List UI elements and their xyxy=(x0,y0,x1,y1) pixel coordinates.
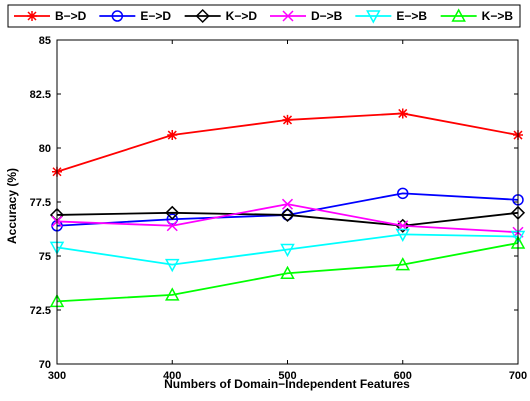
data-point xyxy=(282,114,293,125)
y-tick-label: 80 xyxy=(39,143,51,155)
legend-marker xyxy=(27,11,37,21)
axes: 300 400 500 600 700 70 72.5 75 77.5 80 82.5 85 xyxy=(30,35,528,382)
data-point xyxy=(395,228,411,242)
legend-label: K−>B xyxy=(482,9,514,23)
data-point xyxy=(281,198,294,210)
legend: B−>D E−>D K−>D D−>B E−>B K−>B xyxy=(7,4,521,28)
y-axis-label: Accuracy (%) xyxy=(5,168,19,244)
legend-marker xyxy=(111,10,124,22)
legend-box xyxy=(7,4,521,28)
legend-item: K−>D xyxy=(184,8,258,24)
data-point xyxy=(397,187,409,200)
legend-marker xyxy=(282,10,294,22)
legend-label: D−>B xyxy=(311,9,343,23)
data-point xyxy=(280,243,295,258)
legend-item: E−>D xyxy=(99,9,171,23)
series-line xyxy=(56,233,519,266)
data-point xyxy=(395,218,410,233)
x-tick-label: 400 xyxy=(163,370,181,382)
legend-marker xyxy=(451,8,466,22)
legend-label: E−>B xyxy=(396,9,427,23)
series-line xyxy=(56,211,519,227)
data-point xyxy=(164,287,180,301)
y-tick-label: 75 xyxy=(39,251,51,263)
legend-item: K−>B xyxy=(440,8,514,23)
data-point xyxy=(397,108,408,119)
y-tick-label: 72.5 xyxy=(30,305,51,317)
legend-item: D−>B xyxy=(270,9,343,23)
x-tick-label: 600 xyxy=(394,370,412,382)
legend-marker xyxy=(366,10,381,24)
data-point xyxy=(395,257,411,271)
y-tick-label: 77.5 xyxy=(30,197,51,209)
x-tick-label: 700 xyxy=(509,370,527,382)
series-5 xyxy=(49,235,526,308)
y-tick-label: 70 xyxy=(39,359,51,371)
legend-item: E−>B xyxy=(355,9,427,24)
y-tick-label: 82.5 xyxy=(30,89,51,101)
legend-label: K−>D xyxy=(226,9,258,23)
legend-label: B−>D xyxy=(55,9,87,23)
data-point xyxy=(166,220,178,232)
data-point xyxy=(164,258,180,273)
data-point xyxy=(280,207,295,223)
legend-marker xyxy=(195,8,210,24)
y-tick-label: 85 xyxy=(39,35,51,47)
x-tick-label: 300 xyxy=(48,370,66,382)
data-point xyxy=(167,130,178,141)
legend-label: E−>D xyxy=(140,9,171,23)
data-point xyxy=(165,205,180,220)
legend-item: B−>D xyxy=(14,9,87,23)
series-line xyxy=(56,242,519,303)
data-point xyxy=(280,265,295,280)
x-tick-label: 500 xyxy=(278,370,296,382)
data-point xyxy=(166,213,178,226)
x-axis-label: Numbers of Domain−Independent Features xyxy=(164,377,410,391)
